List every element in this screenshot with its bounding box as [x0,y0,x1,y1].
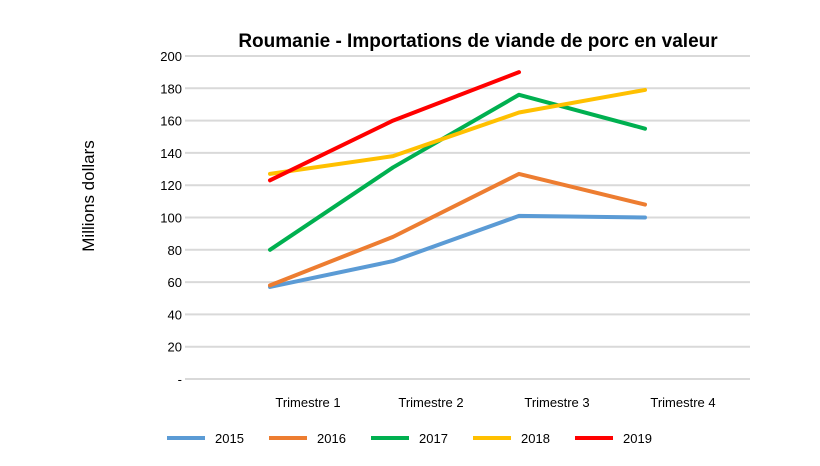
legend-item-2015: 2015 [167,431,244,446]
y-tick-label: 100 [160,211,182,226]
legend-item-2019: 2019 [575,431,652,446]
series-line-2017 [270,95,645,250]
y-tick-label: 140 [160,146,182,161]
legend-label: 2015 [215,431,244,446]
series-line-2016 [270,174,645,285]
legend-item-2017: 2017 [371,431,448,446]
x-tick-label: Trimestre 3 [524,395,589,410]
x-tick-label: Trimestre 4 [650,395,715,410]
y-tick-label: 40 [168,307,182,322]
y-tick-label: 180 [160,81,182,96]
y-tick-label: 60 [168,275,182,290]
legend-label: 2016 [317,431,346,446]
y-tick-label: 20 [168,340,182,355]
x-tick-label: Trimestre 2 [398,395,463,410]
chart-title: Roumanie - Importations de viande de por… [238,31,718,52]
y-tick-label: - [178,372,182,387]
series-line-2018 [270,90,645,174]
x-tick-label: Trimestre 1 [275,395,340,410]
y-tick-label: 160 [160,114,182,129]
legend-label: 2018 [521,431,550,446]
legend-label: 2017 [419,431,448,446]
y-tick-label: 120 [160,178,182,193]
legend-label: 2019 [623,431,652,446]
y-tick-label: 200 [160,49,182,64]
legend-item-2018: 2018 [473,431,550,446]
series-line-2015 [270,216,645,287]
y-axis-label: Millions dollars [79,140,98,251]
y-tick-label: 80 [168,243,182,258]
legend-item-2016: 2016 [269,431,346,446]
